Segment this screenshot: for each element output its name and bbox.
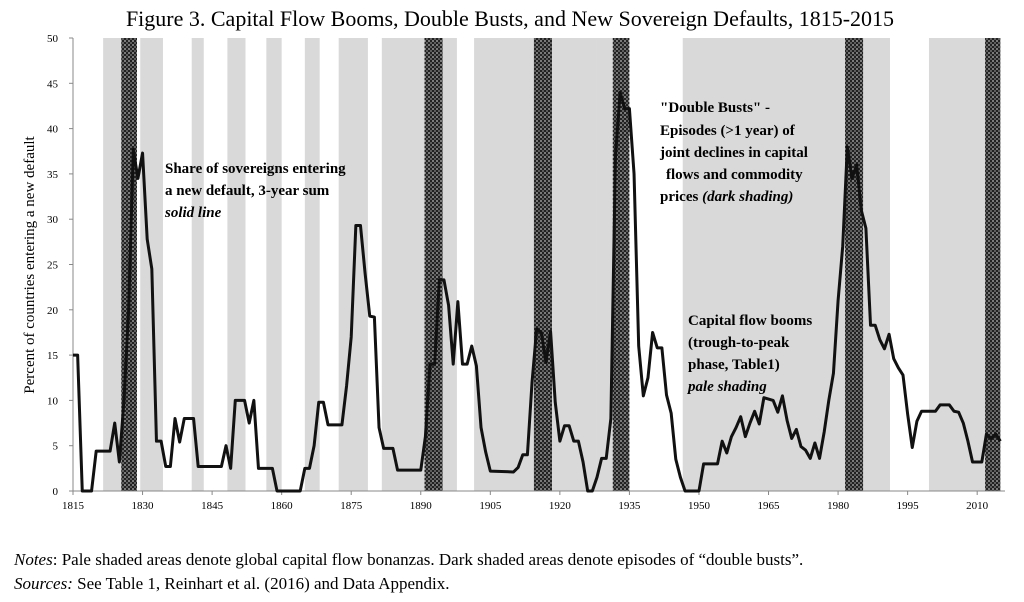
annotation: prices (dark shading) (660, 189, 793, 205)
x-tick-label: 1890 (410, 500, 433, 512)
x-tick-label: 1965 (758, 500, 781, 512)
boom-shading (191, 38, 204, 491)
annotation-part: prices (660, 189, 702, 205)
double-bust-shading (612, 38, 630, 491)
annotation: phase, Table1) (688, 357, 780, 373)
boom-shading (928, 38, 986, 491)
boom-shading (474, 38, 534, 491)
x-tick-label: 1845 (201, 500, 224, 512)
shading-layer (103, 38, 1001, 491)
x-tick-label: 1815 (62, 500, 85, 512)
double-bust-shading (533, 38, 552, 491)
y-tick-label: 35 (47, 169, 59, 181)
x-tick-label: 1995 (897, 500, 920, 512)
x-tick-label: 1830 (132, 500, 155, 512)
annotation: (trough-to-peak (688, 335, 790, 351)
axes-layer: 0 5 10 15 20 25 30 35 40 45 50 1815 1830 1845 1860 1875… (47, 33, 1005, 512)
y-tick-label: 30 (47, 214, 59, 226)
double-bust-shading (845, 38, 864, 491)
y-tick-label: 25 (47, 260, 59, 272)
sources-text: See Table 1, Reinhart et al. (2016) and … (73, 574, 450, 593)
annotation: pale shading (686, 379, 767, 395)
boom-shading (227, 38, 246, 491)
default-line (73, 90, 1002, 493)
y-tick-label: 5 (53, 441, 59, 453)
y-tick-label: 50 (47, 33, 59, 45)
sources-label: Sources: (14, 574, 73, 593)
boom-shading (103, 38, 122, 491)
boom-shading (551, 38, 597, 491)
annotation: a new default, 3-year sum (165, 183, 330, 199)
boom-shading (266, 38, 282, 491)
y-tick-label: 20 (47, 305, 59, 317)
chart-title: Figure 3. Capital Flow Booms, Double Bus… (126, 6, 894, 31)
x-tick-label: 2010 (966, 500, 989, 512)
boom-shading (381, 38, 425, 491)
boom-shading (442, 38, 457, 491)
annotation: solid line (164, 205, 222, 221)
annotation: Episodes (>1 year) of (660, 123, 796, 139)
y-tick-label: 45 (47, 78, 59, 90)
boom-shading (682, 38, 846, 491)
notes-label: Notes (13, 550, 53, 569)
x-tick-label: 1980 (827, 500, 850, 512)
annotation: Capital flow booms (688, 313, 812, 329)
x-tick-label: 1905 (479, 500, 502, 512)
x-tick-label: 1860 (271, 500, 294, 512)
x-tick-label: 1920 (549, 500, 572, 512)
y-tick-label: 0 (53, 486, 59, 498)
annotation: Share of sovereigns entering (165, 161, 346, 177)
sources: Sources: See Table 1, Reinhart et al. (2… (14, 574, 450, 593)
boom-shading (304, 38, 320, 491)
annotation: "Double Busts" - (660, 100, 770, 116)
x-tick-label: 1950 (688, 500, 711, 512)
annotations: Share of sovereigns entering a new defau… (164, 100, 812, 395)
annotation: flows and commodity (666, 167, 803, 183)
x-tick-label: 1875 (340, 500, 363, 512)
y-tick-label: 10 (47, 395, 59, 407)
notes-text: : Pale shaded areas denote global capita… (53, 550, 804, 569)
y-tick-label: 40 (47, 124, 59, 136)
y-tick-label: 15 (47, 350, 59, 362)
x-tick-label: 1935 (618, 500, 641, 512)
boom-shading (596, 38, 613, 491)
double-bust-shading (985, 38, 1001, 491)
annotation-part: (dark shading) (702, 189, 793, 205)
annotation: joint declines in capital (659, 145, 808, 161)
y-axis-label: Percent of countries entering a new defa… (22, 135, 38, 393)
notes: Notes: Pale shaded areas denote global c… (13, 550, 803, 569)
